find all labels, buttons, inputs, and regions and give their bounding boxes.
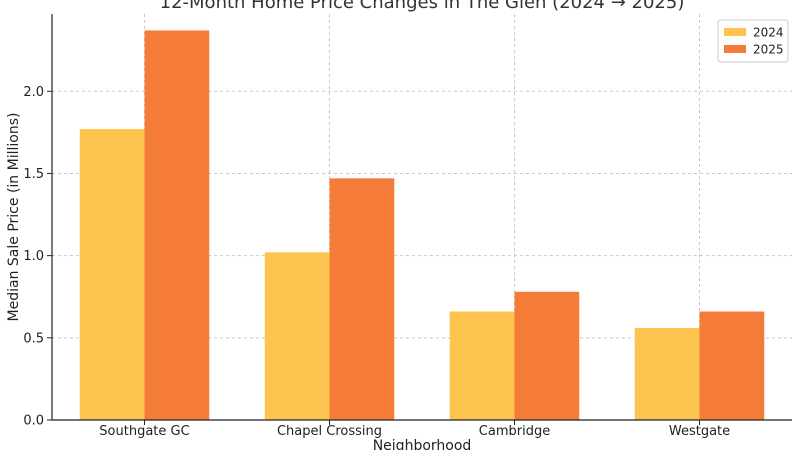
x-axis-title: Neighborhood [373,438,472,450]
legend-label-2025: 2025 [753,43,784,57]
bar-2024-westgate [634,327,700,420]
legend-swatch-2025 [724,45,746,53]
bars-layer [79,30,765,420]
bar-2025-cambridge [514,291,580,420]
legend-items: 2024 2025 [724,26,784,57]
y-tick-label: 1.0 [23,249,44,264]
x-ticks: Southgate GC Chapel Crossing Cambridge West… [99,420,730,439]
chart-title: 12-Month Home Price Changes in The Glen … [160,0,685,13]
x-tick-label: Cambridge [479,424,550,439]
x-tick-label: Westgate [669,424,730,439]
bar-2025-chapel-crossing [329,178,395,420]
y-tick-label: 1.5 [23,167,44,182]
bar-2024-southgate-gc [79,129,145,420]
y-axis-title: Median Sale Price (in Millions) [6,113,22,322]
y-tick-label: 2.0 [23,85,44,100]
y-tick-label: 0.0 [23,414,44,429]
bar-2024-chapel-crossing [264,252,330,420]
bar-2024-cambridge [449,311,515,420]
legend-swatch-2024 [724,28,746,36]
x-tick-label: Southgate GC [99,424,189,439]
legend: 2024 2025 [717,19,789,63]
x-tick-label: Chapel Crossing [277,424,382,439]
y-tick-label: 0.5 [23,331,44,346]
bar-2025-westgate [699,311,765,420]
legend-label-2024: 2024 [753,26,784,40]
y-ticks: 0.0 0.5 1.0 1.5 2.0 [23,85,52,429]
bar-2025-southgate-gc [144,30,210,420]
